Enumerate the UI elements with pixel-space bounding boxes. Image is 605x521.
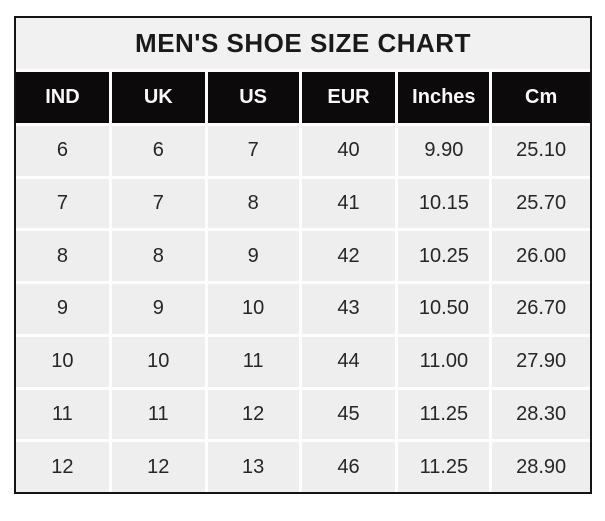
table-cell: 11 — [111, 389, 205, 440]
table-cell: 11 — [16, 389, 109, 440]
table-cell: 11 — [207, 336, 299, 387]
table-cell: 10.15 — [398, 178, 490, 229]
table-cell: 40 — [301, 126, 396, 176]
table-cell: 43 — [301, 284, 396, 334]
table-cell: 41 — [301, 178, 396, 229]
column-header-uk: UK — [111, 72, 205, 123]
table-cell: 11.25 — [398, 389, 490, 440]
column-header-ind: IND — [16, 72, 109, 123]
table-cell: 8 — [207, 178, 299, 229]
table-cell: 26.70 — [492, 284, 590, 334]
table-cell: 12 — [111, 442, 205, 492]
table-cell: 8 — [16, 231, 109, 282]
table-cell: 7 — [111, 178, 205, 229]
column-header-us: US — [207, 72, 299, 123]
table-cell: 10 — [16, 336, 109, 387]
table-cell: 13 — [207, 442, 299, 492]
table-cell: 10 — [207, 284, 299, 334]
table-cell: 44 — [301, 336, 396, 387]
table-cell: 46 — [301, 442, 396, 492]
table-cell: 12 — [207, 389, 299, 440]
table-cell: 27.90 — [492, 336, 590, 387]
table-cell: 9 — [111, 284, 205, 334]
table-cell: 9.90 — [398, 126, 490, 176]
table-cell: 42 — [301, 231, 396, 282]
table-cell: 6 — [16, 126, 109, 176]
table-cell: 10.50 — [398, 284, 490, 334]
chart-title: MEN'S SHOE SIZE CHART — [16, 18, 590, 69]
table-cell: 7 — [16, 178, 109, 229]
table-cell: 11.25 — [398, 442, 490, 492]
column-header-eur: EUR — [301, 72, 396, 123]
table-cell: 11.00 — [398, 336, 490, 387]
table-cell: 26.00 — [492, 231, 590, 282]
table-cell: 9 — [16, 284, 109, 334]
shoe-size-chart-table: MEN'S SHOE SIZE CHART IND UK US EUR Inch… — [14, 16, 592, 494]
table-cell: 28.90 — [492, 442, 590, 492]
table-cell: 12 — [16, 442, 109, 492]
column-header-inches: Inches — [398, 72, 490, 123]
table-cell: 8 — [111, 231, 205, 282]
table-cell: 28.30 — [492, 389, 590, 440]
table-grid: MEN'S SHOE SIZE CHART IND UK US EUR Inch… — [16, 18, 590, 492]
table-cell: 6 — [111, 126, 205, 176]
table-cell: 7 — [207, 126, 299, 176]
table-cell: 10.25 — [398, 231, 490, 282]
table-cell: 45 — [301, 389, 396, 440]
table-cell: 25.70 — [492, 178, 590, 229]
table-cell: 9 — [207, 231, 299, 282]
table-cell: 25.10 — [492, 126, 590, 176]
table-cell: 10 — [111, 336, 205, 387]
column-header-cm: Cm — [492, 72, 590, 123]
